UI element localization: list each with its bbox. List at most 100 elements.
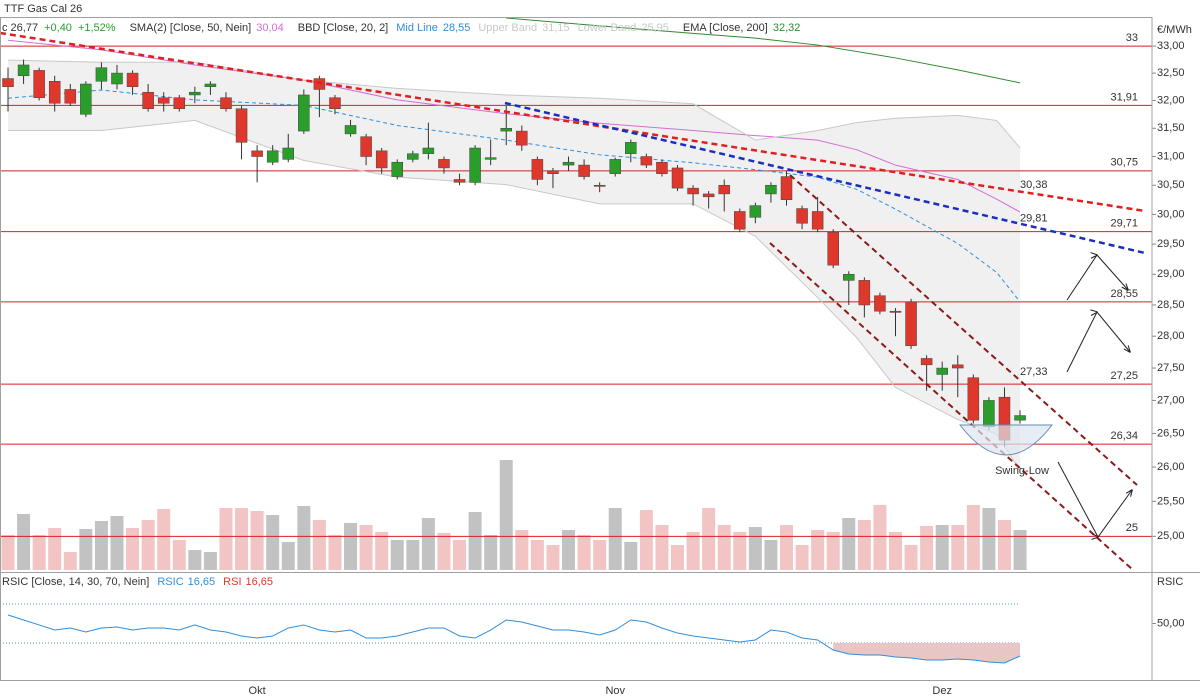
volume-bar (997, 520, 1011, 570)
level-layer (0, 45, 1152, 537)
level-label: 26,34 (1110, 430, 1138, 442)
indicator-line (506, 18, 1021, 84)
level-label: 27,25 (1110, 370, 1138, 382)
volume-bar (764, 540, 778, 570)
candle-body (2, 78, 14, 87)
candle-body (173, 97, 186, 110)
legend-name: RSI (223, 576, 241, 588)
y-tick-label: 25,00 (1157, 530, 1185, 542)
y-tick-label: 28,00 (1157, 330, 1185, 342)
volume-bar (297, 506, 311, 570)
y-tick-label: 27,50 (1157, 362, 1185, 374)
candle-body (765, 184, 777, 195)
candle-body (734, 211, 746, 230)
candle-body (157, 97, 170, 104)
volume-bar (546, 545, 560, 570)
candle-body (453, 179, 466, 183)
volume-bar (733, 532, 747, 570)
candle-body (360, 136, 372, 157)
candle-body (983, 400, 995, 428)
annotation: Swing-Low (995, 465, 1049, 477)
volume-bar (717, 525, 731, 570)
candle-layer (2, 59, 1026, 447)
candle-body (578, 164, 590, 177)
candle-body (936, 367, 948, 375)
volume-bar (686, 532, 700, 570)
candle-body (407, 153, 419, 160)
volume-bar (904, 545, 918, 570)
candle-body (111, 72, 123, 85)
legend-value: 30,04 (256, 22, 284, 34)
volume-bar (63, 552, 77, 570)
candle-body (313, 78, 326, 90)
volume-bar (406, 540, 420, 570)
volume-bar (48, 528, 62, 570)
level-label: 31,91 (1110, 91, 1138, 103)
volume-bar (639, 510, 653, 570)
candle-body (375, 150, 388, 169)
volume-layer (1, 460, 1027, 570)
volume-bar (219, 508, 233, 570)
legend-name: Upper Band (478, 22, 537, 34)
volume-bar (375, 532, 389, 570)
candle-body (48, 81, 61, 104)
volume-bar (235, 508, 249, 570)
volume-bar (826, 532, 840, 570)
volume-bar (421, 518, 435, 570)
volume-bar (655, 525, 669, 570)
legend: c 26,77 +0,40 +1,52% SMA(2) [Close, 50, Nei… (2, 22, 800, 34)
candle-body (967, 377, 980, 421)
candle-body (702, 193, 715, 198)
volume-bar (437, 533, 451, 570)
candle-body (17, 64, 30, 77)
volume-bar (312, 520, 326, 570)
chart-title: TTF Gas Cal 26 (4, 3, 82, 15)
legend-change: +1,52% (78, 22, 116, 34)
candle-body (780, 176, 793, 201)
volume-bar (624, 542, 638, 570)
volume-bar (281, 542, 295, 570)
volume-bar (203, 552, 217, 570)
legend-name: SMA(2) [Close, 50, Nein] (130, 22, 252, 34)
candle-body (687, 187, 699, 195)
legend-quote: c 26,77 (2, 22, 38, 34)
legend-value: 31,15 (542, 22, 570, 34)
volume-bar (1013, 530, 1027, 570)
candle-body (749, 205, 762, 218)
y-tick-label: 27,00 (1157, 394, 1185, 406)
channel-line (769, 242, 1134, 571)
y-tick-label: 25,50 (1157, 495, 1185, 507)
y-tick-label: 28,50 (1157, 299, 1185, 311)
volume-bar (530, 540, 544, 570)
volume-bar (110, 516, 124, 570)
band-layer (8, 60, 1021, 471)
trendline-label: 29,81 (1020, 213, 1048, 225)
volume-bar (515, 530, 529, 570)
swing-low-marker (958, 424, 1054, 456)
rsi-line (7, 614, 1021, 664)
candle-body (656, 161, 668, 174)
candle-body (80, 83, 92, 115)
candle-body (625, 142, 637, 154)
legend-title: RSIC [Close, 14, 30, 70, Nein] (2, 576, 149, 588)
volume-bar (562, 530, 576, 570)
volume-bar (671, 545, 685, 570)
candle-body (500, 128, 512, 132)
volume-bar (780, 525, 793, 570)
volume-bar (873, 505, 887, 570)
candle-body (33, 70, 45, 98)
trendline-label: 30,38 (1020, 179, 1048, 191)
candle-body (843, 274, 855, 281)
candle-body (64, 89, 77, 104)
volume-bar (857, 520, 871, 570)
x-tick-label: Dez (932, 685, 952, 697)
volume-bar (484, 535, 498, 570)
projection-arrow (1066, 255, 1128, 301)
band-fill (8, 60, 1021, 471)
projection-arrow (1057, 461, 1132, 537)
candle-body (344, 125, 357, 135)
volume-bar (982, 508, 996, 570)
volume-bar (702, 508, 716, 570)
y-tick-label: 31,00 (1157, 150, 1185, 162)
volume-bar (126, 528, 140, 570)
